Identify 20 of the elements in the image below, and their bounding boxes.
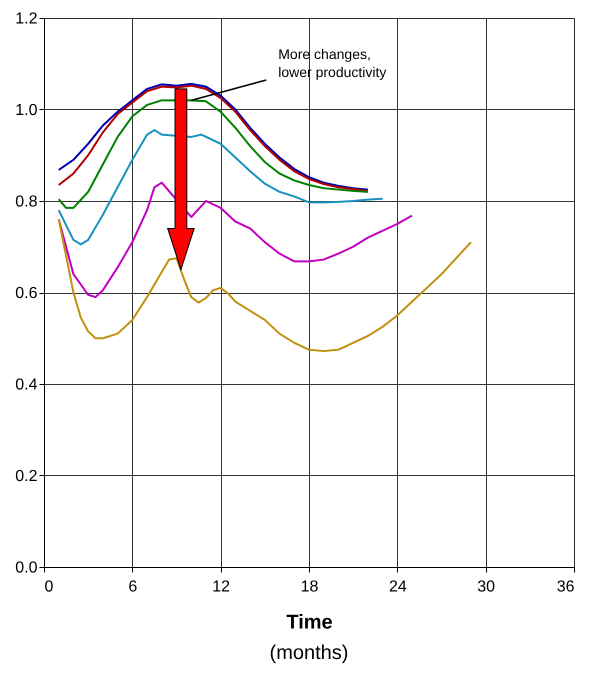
x-tick-label: 18 bbox=[300, 578, 318, 596]
y-tick-label: 1.2 bbox=[15, 10, 38, 28]
y-tick-label: 0.4 bbox=[15, 376, 38, 394]
x-tick-label: 6 bbox=[128, 578, 138, 596]
y-tick-label: 0.0 bbox=[15, 560, 38, 576]
line-series bbox=[58, 129, 384, 246]
x-axis-title: Time bbox=[286, 612, 333, 634]
x-tick-label: 24 bbox=[388, 578, 407, 596]
x-tick-label: 30 bbox=[477, 578, 496, 596]
x-tick-label: 36 bbox=[556, 578, 575, 596]
line-series bbox=[58, 99, 369, 209]
x-tick-label: 12 bbox=[212, 578, 230, 596]
x-tick-label: 0 bbox=[44, 578, 54, 596]
y-tick-label: 0.2 bbox=[15, 468, 38, 485]
line-series bbox=[58, 182, 414, 298]
y-tick-label: 1.0 bbox=[15, 102, 38, 119]
text: (months) bbox=[270, 642, 348, 664]
y-tick-label: 0.6 bbox=[15, 285, 38, 302]
line-series bbox=[58, 218, 472, 352]
y-tick-label: 0.8 bbox=[15, 194, 38, 210]
